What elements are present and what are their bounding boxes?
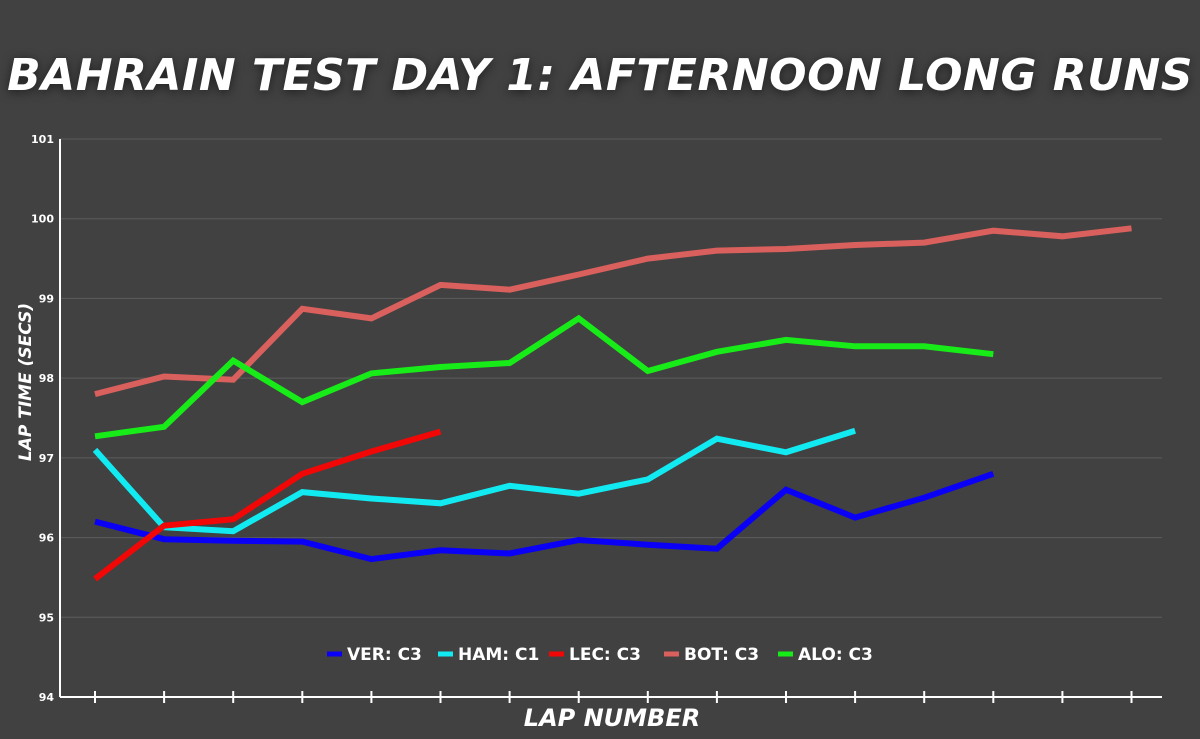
series-line-ham xyxy=(92,427,856,535)
axes xyxy=(59,139,1162,698)
x-tick-marks xyxy=(94,691,1133,703)
gridlines xyxy=(60,138,1162,618)
legend: VER: C3 HAM: C1 LEC: C3 BOT: C3 ALO: C3 xyxy=(327,645,873,665)
y-tick-label: 100 xyxy=(31,213,54,226)
y-tick-label: 97 xyxy=(39,452,54,465)
legend-label-bot: BOT: C3 xyxy=(684,645,759,665)
y-tick-label: 99 xyxy=(39,292,54,305)
legend-label-ham: HAM: C1 xyxy=(458,645,539,665)
series-lines xyxy=(92,225,1132,582)
y-tick-labels: 94 95 96 97 98 99 100 101 xyxy=(31,133,54,704)
x-axis-title: LAP NUMBER xyxy=(524,704,700,732)
series-line-lec xyxy=(93,428,442,582)
legend-label-alo: ALO: C3 xyxy=(798,645,873,665)
legend-label-ver: VER: C3 xyxy=(347,645,422,665)
series-line-bot xyxy=(94,225,1132,398)
chart-title: BAHRAIN TEST DAY 1: AFTERNOON LONG RUNS xyxy=(7,50,1193,101)
y-tick-label: 94 xyxy=(39,691,55,704)
y-tick-label: 98 xyxy=(39,372,54,385)
y-tick-label: 101 xyxy=(31,133,54,146)
legend-label-lec: LEC: C3 xyxy=(569,645,641,665)
series-line-ver xyxy=(94,470,995,563)
series-line-alo xyxy=(94,314,994,440)
y-tick-label: 95 xyxy=(39,611,54,624)
y-tick-label: 96 xyxy=(39,532,55,545)
y-axis-title: LAP TIME (SECS) xyxy=(16,303,36,461)
